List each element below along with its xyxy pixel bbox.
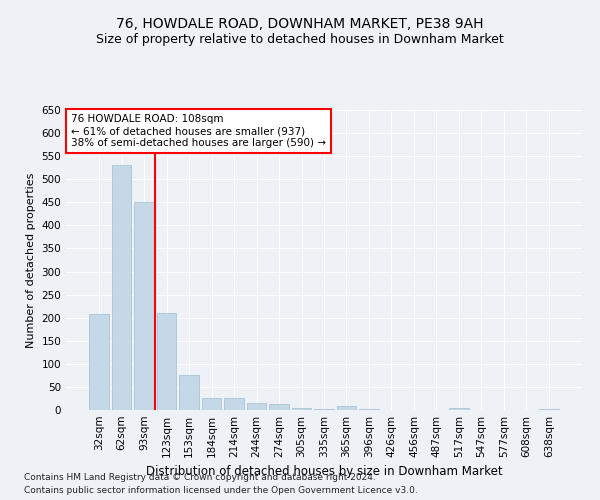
Bar: [449, 408, 469, 410]
Bar: [157, 313, 176, 410]
Y-axis label: Number of detached properties: Number of detached properties: [26, 172, 36, 348]
Bar: [539, 408, 559, 410]
Bar: [224, 398, 244, 410]
Text: Contains public sector information licensed under the Open Government Licence v3: Contains public sector information licen…: [24, 486, 418, 495]
Bar: [359, 408, 379, 410]
Bar: [269, 404, 289, 410]
Bar: [292, 408, 311, 410]
Bar: [134, 202, 154, 410]
X-axis label: Distribution of detached houses by size in Downham Market: Distribution of detached houses by size …: [146, 466, 502, 478]
Bar: [89, 314, 109, 410]
Bar: [314, 409, 334, 410]
Bar: [247, 403, 266, 410]
Bar: [337, 406, 356, 410]
Text: 76 HOWDALE ROAD: 108sqm
← 61% of detached houses are smaller (937)
38% of semi-d: 76 HOWDALE ROAD: 108sqm ← 61% of detache…: [71, 114, 326, 148]
Text: 76, HOWDALE ROAD, DOWNHAM MARKET, PE38 9AH: 76, HOWDALE ROAD, DOWNHAM MARKET, PE38 9…: [116, 18, 484, 32]
Text: Contains HM Land Registry data © Crown copyright and database right 2024.: Contains HM Land Registry data © Crown c…: [24, 472, 376, 482]
Text: Size of property relative to detached houses in Downham Market: Size of property relative to detached ho…: [96, 32, 504, 46]
Bar: [179, 376, 199, 410]
Bar: [112, 166, 131, 410]
Bar: [202, 398, 221, 410]
